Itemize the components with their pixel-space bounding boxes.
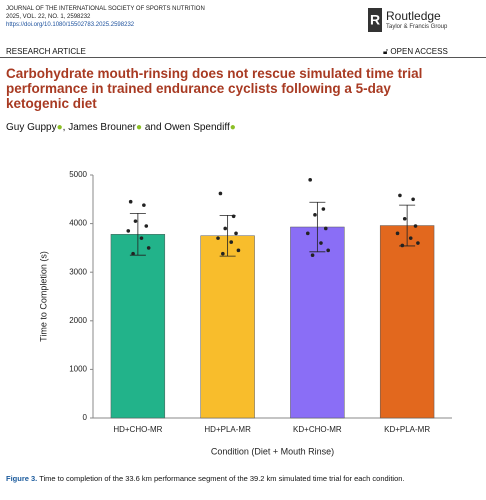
bar <box>110 234 166 419</box>
caption: Figure 3. Time to completion of the 33.6… <box>6 474 482 483</box>
data-point <box>313 213 317 217</box>
author: , James Brouner <box>62 122 137 133</box>
data-point <box>408 236 413 240</box>
data-point <box>146 246 151 250</box>
x-tick-label: HD+PLA-MR <box>204 425 251 434</box>
data-point <box>234 231 238 236</box>
author: Guy Guppy <box>6 122 57 133</box>
data-point <box>131 251 135 256</box>
article-type: RESEARCH ARTICLE <box>6 47 86 56</box>
bar <box>200 235 255 419</box>
data-point <box>416 241 420 245</box>
data-point <box>142 203 146 207</box>
data-point <box>144 224 149 228</box>
y-tick-label: 4000 <box>69 219 87 228</box>
authors: Guy Guppy●, James Brouner● and Owen Spen… <box>6 122 236 133</box>
caption-text: Time to completion of the 33.6 km perfor… <box>37 474 405 483</box>
journal: JOURNAL OF THE INTERNATIONAL SOCIETY OF … <box>6 6 205 12</box>
data-point <box>413 224 418 228</box>
data-point <box>398 193 402 198</box>
doi[interactable]: https://doi.org/10.1080/15502783.2025.25… <box>6 22 135 28</box>
x-tick-label: KD+CHO-MR <box>293 425 342 434</box>
rule <box>0 57 486 58</box>
data-point <box>236 248 241 253</box>
data-point <box>128 199 133 204</box>
data-point <box>218 191 223 196</box>
article-title: Carbohydrate mouth-rinsing does not resc… <box>6 66 423 111</box>
svg-text:R: R <box>370 12 380 28</box>
data-point <box>216 236 220 240</box>
y-tick-label: 0 <box>83 413 88 422</box>
data-point <box>221 251 225 256</box>
open-access-text: OPEN ACCESS <box>390 47 448 56</box>
x-tick-label: KD+PLA-MR <box>384 425 430 434</box>
data-point <box>326 248 330 253</box>
y-tick-label: 5000 <box>69 170 87 179</box>
chart: 0 1000 2000 3000 4000 5000 Time to Completion … <box>38 170 452 456</box>
publisher-logo: R <box>368 8 382 32</box>
bar <box>379 225 435 419</box>
x-tick-label: HD+CHO-MR <box>113 425 162 434</box>
data-point <box>223 226 228 231</box>
data-point <box>319 241 323 245</box>
data-point <box>308 178 312 182</box>
x-axis-title: Condition (Diet + Mouth Rinse) <box>211 446 334 456</box>
data-point <box>229 240 234 244</box>
data-point <box>305 231 310 236</box>
y-axis-title: Time to Completion (s) <box>38 251 48 342</box>
data-point <box>400 243 405 248</box>
author: and Owen Spendiff <box>142 122 230 133</box>
data-point <box>323 226 328 231</box>
data-point <box>231 214 236 219</box>
publisher: Routledge <box>386 9 441 23</box>
issue: 2025, VOL. 22, NO. 1, 2598232 <box>6 14 91 20</box>
y-tick-label: 3000 <box>69 267 87 276</box>
error-bar <box>309 201 326 253</box>
y-tick-label: 1000 <box>69 365 87 374</box>
bar <box>290 226 345 419</box>
publisher-group: Taylor & Francis Group <box>386 24 448 30</box>
caption-label: Figure 3. <box>6 474 38 483</box>
data-point <box>133 219 138 223</box>
y-tick-label: 2000 <box>69 316 87 325</box>
data-point <box>395 231 400 236</box>
data-point <box>411 197 415 202</box>
data-point <box>321 207 326 211</box>
open-access: 🔓︎ OPEN ACCESS <box>383 47 448 56</box>
data-point <box>310 253 315 257</box>
data-point <box>126 229 131 233</box>
data-point <box>402 216 407 221</box>
data-point <box>139 236 144 240</box>
